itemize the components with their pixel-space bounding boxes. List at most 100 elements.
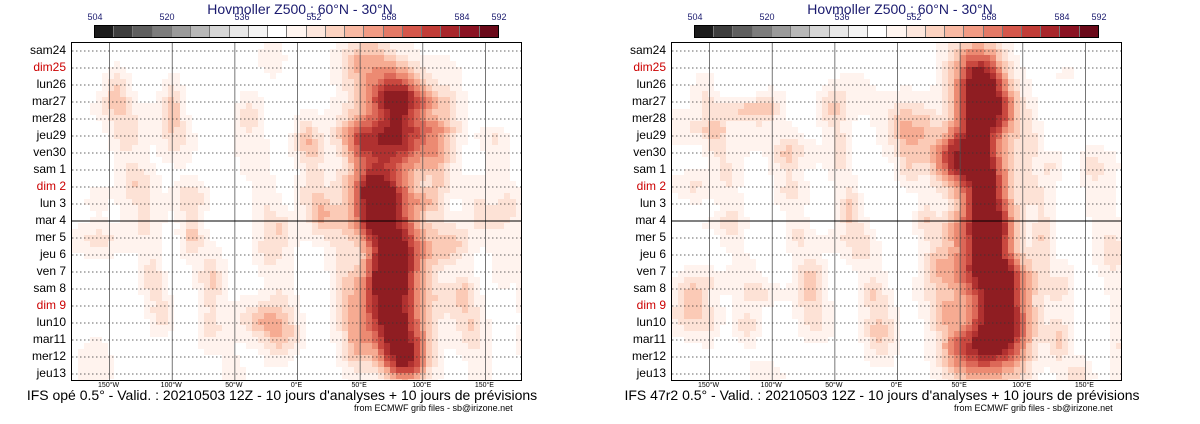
field-cell: [300, 295, 307, 302]
field-cell: [1032, 67, 1039, 74]
field-cell: [306, 289, 313, 296]
field-cell: [450, 109, 457, 116]
field-cell: [120, 79, 127, 86]
field-cell: [408, 115, 415, 122]
field-cell: [492, 253, 499, 260]
field-cell: [84, 121, 91, 128]
field-cell: [234, 217, 241, 224]
field-cell: [336, 61, 343, 68]
field-cell: [324, 145, 331, 152]
field-cell: [126, 91, 133, 98]
field-cell: [378, 67, 385, 74]
field-cell: [204, 247, 211, 254]
field-cell: [1110, 55, 1117, 62]
field-cell: [186, 145, 193, 152]
field-cell: [480, 253, 487, 260]
field-cell: [810, 73, 817, 80]
field-cell: [378, 289, 385, 296]
field-cell: [348, 241, 355, 248]
field-cell: [264, 337, 271, 344]
y-tick-label: mar 4: [635, 213, 666, 227]
field-cell: [282, 217, 289, 224]
field-cell: [120, 349, 127, 356]
field-cell: [222, 79, 229, 86]
field-cell: [198, 115, 205, 122]
field-cell: [468, 259, 475, 266]
field-cell: [282, 241, 289, 248]
field-cell: [510, 61, 517, 68]
field-cell: [498, 91, 505, 98]
field-cell: [174, 145, 181, 152]
field-cell: [432, 211, 439, 218]
field-cell: [288, 55, 295, 62]
field-cell: [444, 103, 451, 110]
field-cell: [222, 355, 229, 362]
field-cell: [432, 157, 439, 164]
y-tick-label: dim 2: [636, 179, 666, 193]
field-cell: [738, 79, 745, 86]
field-cell: [312, 121, 319, 128]
field-cell: [492, 211, 499, 218]
field-cell: [114, 355, 121, 362]
field-cell: [408, 151, 415, 158]
field-cell: [426, 61, 433, 68]
field-cell: [120, 217, 127, 224]
field-cell: [342, 361, 349, 368]
field-cell: [264, 277, 271, 284]
field-cell: [468, 133, 475, 140]
field-cell: [156, 109, 163, 116]
field-cell: [432, 79, 439, 86]
field-cell: [168, 103, 175, 110]
field-cell: [462, 109, 469, 116]
field-cell: [468, 325, 475, 332]
field-cell: [342, 343, 349, 350]
field-cell: [768, 79, 775, 86]
field-cell: [150, 241, 157, 248]
colorbar-swatch: [306, 26, 326, 37]
field-cell: [516, 223, 521, 230]
field-cell: [342, 73, 349, 80]
field-cell: [138, 157, 145, 164]
field-cell: [432, 289, 439, 296]
colorbar-tick-label: 592: [1091, 12, 1107, 22]
field-cell: [240, 247, 247, 254]
field-cell: [504, 295, 511, 302]
field-cell: [186, 373, 193, 380]
field-cell: [264, 313, 271, 320]
field-cell: [84, 73, 91, 80]
field-cell: [300, 163, 307, 170]
field-cell: [306, 343, 313, 350]
field-cell: [84, 169, 91, 176]
field-cell: [1110, 73, 1117, 80]
field-cell: [462, 253, 469, 260]
field-cell: [222, 199, 229, 206]
field-cell: [366, 79, 373, 86]
field-cell: [384, 85, 391, 92]
field-cell: [162, 127, 169, 134]
field-cell: [990, 67, 997, 74]
field-cell: [348, 331, 355, 338]
field-cell: [150, 199, 157, 206]
field-cell: [372, 331, 379, 338]
field-cell: [438, 151, 445, 158]
field-cell: [414, 247, 421, 254]
field-cell: [510, 109, 517, 116]
field-cell: [270, 217, 277, 224]
field-cell: [996, 73, 1003, 80]
field-cell: [318, 181, 325, 188]
field-cell: [168, 193, 175, 200]
field-cell: [456, 295, 463, 302]
field-cell: [462, 103, 469, 110]
field-cell: [246, 301, 253, 308]
field-cell: [468, 265, 475, 272]
field-cell: [816, 49, 823, 56]
field-cell: [78, 181, 85, 188]
field-cell: [186, 61, 193, 68]
field-cell: [774, 61, 781, 68]
field-cell: [492, 73, 499, 80]
field-cell: [690, 67, 697, 74]
field-cell: [162, 205, 169, 212]
field-cell: [468, 109, 475, 116]
field-cell: [972, 43, 979, 50]
field-cell: [222, 121, 229, 128]
